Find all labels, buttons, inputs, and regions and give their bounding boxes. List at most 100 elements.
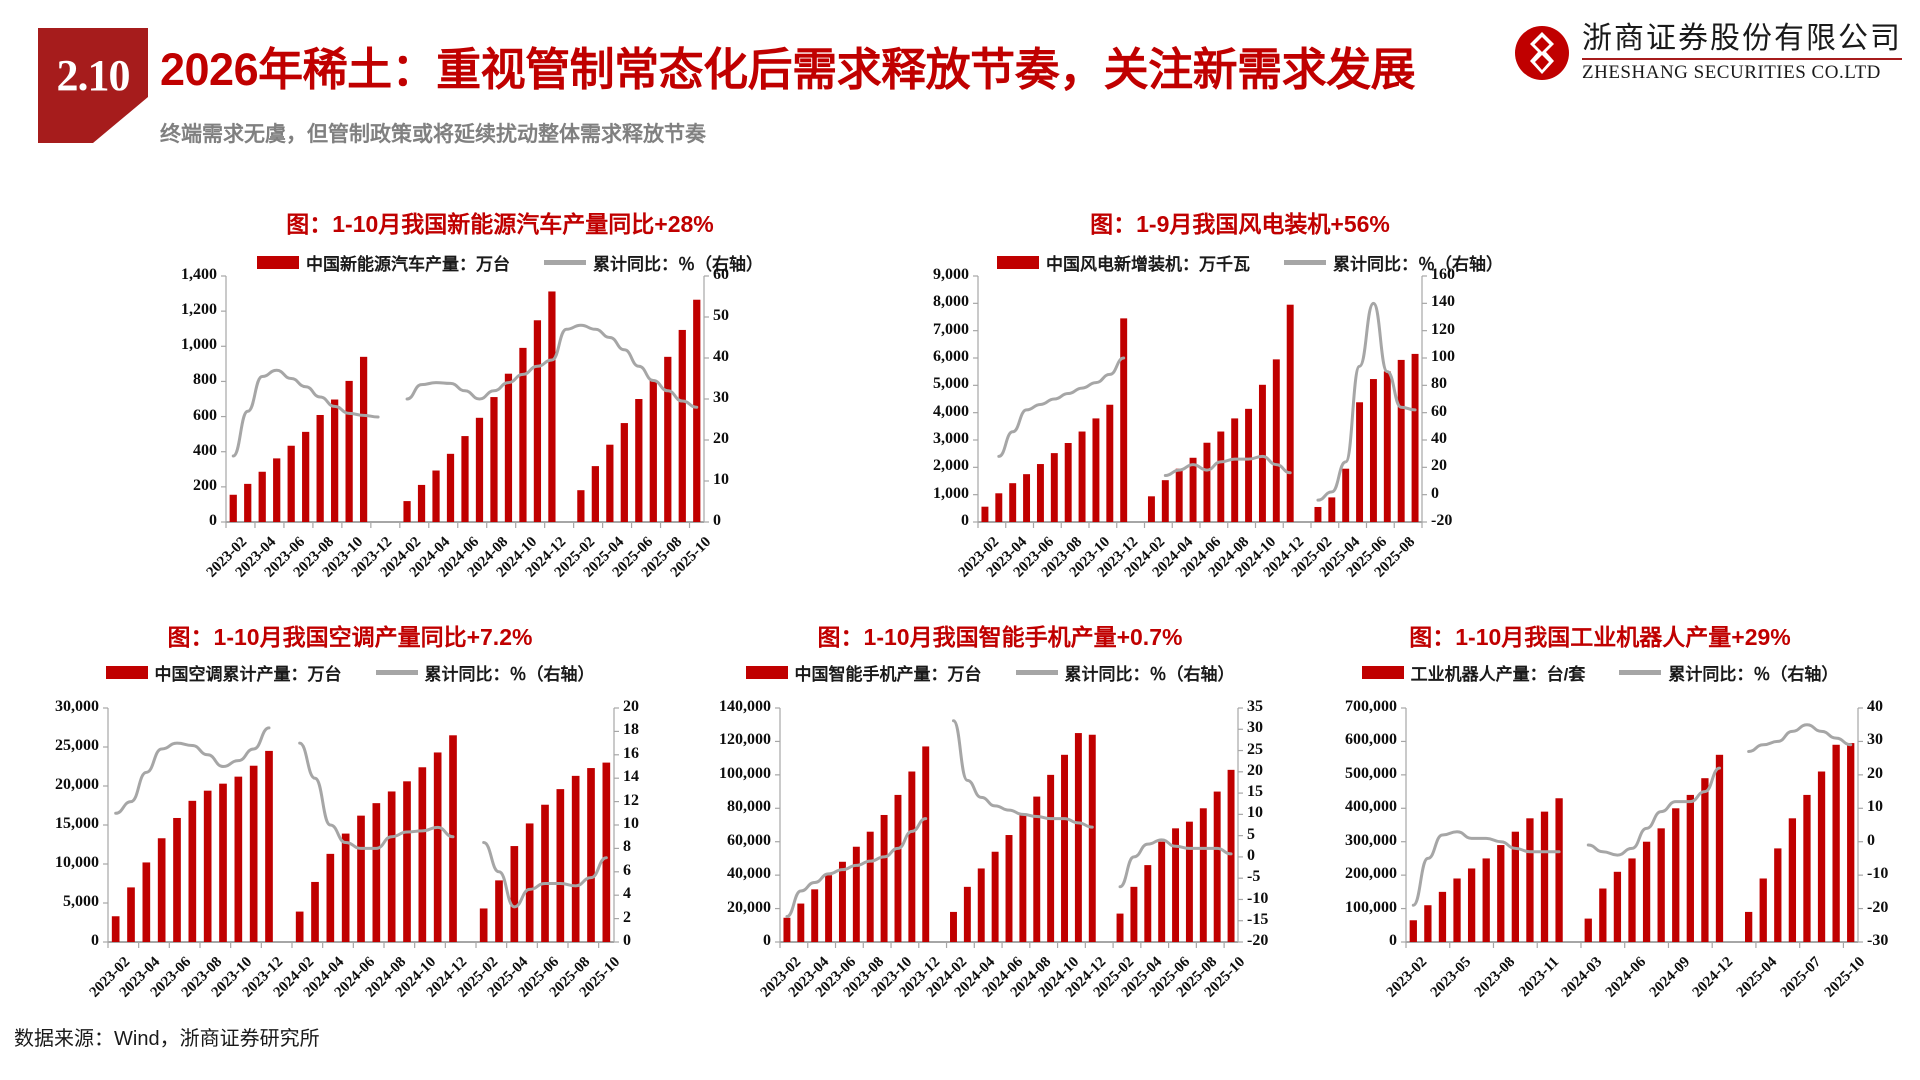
y2-axis-tick-label: 40 (1867, 698, 1883, 715)
y-axis-tick-label: 5,000 (933, 375, 969, 393)
chart-line (951, 719, 1094, 829)
legend-item: 工业机器人产量：台/套 (1361, 660, 1585, 685)
y-axis-tick-label: 400 (193, 441, 217, 459)
chart-bar (908, 771, 916, 942)
chart-bar (1817, 771, 1826, 942)
logo-company-name-cn: 浙商证券股份有限公司 (1582, 22, 1902, 55)
chart-bar (111, 916, 120, 942)
chart-bar (1106, 404, 1114, 522)
y-axis-tick-label: 200,000 (1345, 865, 1397, 883)
legend-label: 累计同比：％（右轴） (424, 665, 595, 684)
y-axis-tick-label: 1,200 (181, 301, 217, 319)
y-axis-tick-label: 1,400 (181, 266, 217, 283)
legend-item: 中国空调累计产量：万台 (105, 660, 342, 685)
y-axis-tick-label: 20,000 (55, 776, 99, 793)
chart-bar (1189, 457, 1197, 522)
y2-axis-tick-label: 100 (1431, 348, 1455, 365)
legend-item: 累计同比：％（右轴） (1284, 250, 1503, 275)
chart-bar (1383, 371, 1391, 522)
y-axis-tick-label: 5,000 (63, 893, 99, 910)
chart-bar (1745, 911, 1753, 942)
legend-item: 中国风电新增装机：万千瓦 (997, 250, 1250, 275)
chart-title-robot: 图：1-10月我国工业机器人产量+29% (1409, 624, 1791, 650)
y2-axis-tick-label: 40 (1431, 430, 1447, 447)
legend-item: 累计同比：％（右轴） (544, 250, 763, 275)
chart-bar (433, 752, 442, 942)
chart-bar (1064, 443, 1072, 522)
chart-bar (1599, 888, 1607, 942)
chart-bar (1328, 497, 1336, 522)
chart-bar (403, 781, 411, 942)
legend-item: 累计同比：％（右轴） (1619, 660, 1838, 685)
y2-axis-tick-label: -10 (1867, 865, 1889, 883)
legend-bar-swatch-icon (745, 666, 788, 679)
chart-bar (1356, 402, 1364, 522)
source-note: 数据来源：Wind，浙商证券研究所 (14, 1028, 320, 1050)
chart-bar (446, 453, 455, 522)
y2-axis-tick-label: 50 (713, 307, 729, 324)
chart-bar (963, 886, 971, 942)
y-axis-tick-label: 8,000 (933, 293, 969, 311)
y-axis-tick-label: 0 (961, 512, 969, 529)
y2-axis-tick-label: 60 (1431, 402, 1447, 420)
y2-axis-tick-label: -15 (1247, 910, 1269, 928)
chart-bar (461, 436, 469, 522)
chart-bar (372, 803, 381, 942)
chart-bar (1715, 754, 1724, 942)
chart-bar (127, 887, 135, 942)
chart-bar (357, 815, 365, 942)
chart-bar (1342, 468, 1350, 522)
y2-axis-tick-label: 10 (1867, 798, 1883, 816)
chart-bar (1078, 431, 1086, 522)
chart-bar (1286, 304, 1294, 522)
legend-bar-swatch-icon (1361, 666, 1404, 679)
chart-line (1411, 830, 1561, 907)
legend-item: 中国智能手机产量：万台 (745, 660, 982, 685)
section-number-badge: 2.10 (38, 28, 148, 143)
y-axis-tick-label: 400,000 (1345, 798, 1397, 816)
y-axis-tick-label: 7,000 (933, 320, 969, 338)
chart-bar (1613, 871, 1622, 942)
chart-bar (229, 494, 237, 522)
y-axis-tick-label: 4,000 (933, 402, 969, 420)
chart-bar (418, 767, 427, 942)
chart-bar (1130, 886, 1138, 942)
chart-bar (1438, 891, 1447, 942)
y2-axis-tick-label: 20 (1247, 761, 1263, 779)
chart-bar (1033, 796, 1041, 942)
chart-plot-ac: 0 5,000 10,000 15,000 20,000 25,000 30,000 0 2 4 6… (8, 698, 668, 1068)
chart-line (1118, 838, 1233, 889)
chart-bar (1213, 791, 1221, 942)
legend-label: 中国空调累计产量：万台 (154, 665, 342, 684)
chart-bar (295, 911, 304, 942)
chart-canvas-phone (775, 707, 1243, 948)
chart-bar (188, 800, 197, 942)
chart-plot-robot: 0 100,000 200,000 300,000 400,000 500,000 600,… (1288, 698, 1912, 1068)
chart-bar (991, 851, 999, 942)
chart-canvas-ac (103, 707, 619, 948)
legend-line-swatch-icon (375, 670, 418, 675)
y-axis-tick-label: 500,000 (1345, 764, 1397, 782)
chart-bar (1759, 878, 1767, 942)
chart-bar (479, 908, 488, 942)
y-axis-tick-label: 40,000 (727, 865, 771, 883)
chart-bar (1657, 828, 1665, 942)
y2-axis-tick-label: 0 (1867, 831, 1875, 849)
y-axis-tick-label: 1,000 (181, 336, 217, 354)
chart-line (1316, 301, 1417, 502)
chart-legend-wind: 中国风电新增装机：万千瓦 累计同比：％（右轴） (930, 250, 1570, 275)
zheshang-logo-icon (1514, 25, 1570, 81)
chart-bar (359, 356, 368, 522)
chart-bar (1023, 474, 1031, 522)
chart-bar (1540, 811, 1549, 942)
chart-bar (1120, 318, 1128, 522)
chart-bar (1203, 442, 1211, 522)
y2-axis-tick-label: 20 (1867, 764, 1883, 782)
chart-bar (475, 417, 484, 522)
y2-axis-tick-label: 2 (623, 908, 631, 926)
chart-plot-wind: 0 1,000 2,000 3,000 4,000 5,000 6,000 7,000 8,00… (888, 266, 1488, 648)
chart-bar (577, 490, 585, 522)
legend-line-swatch-icon (1015, 670, 1058, 675)
y2-axis-tick-label: 5 (1247, 825, 1255, 843)
chart-bar (157, 838, 166, 942)
